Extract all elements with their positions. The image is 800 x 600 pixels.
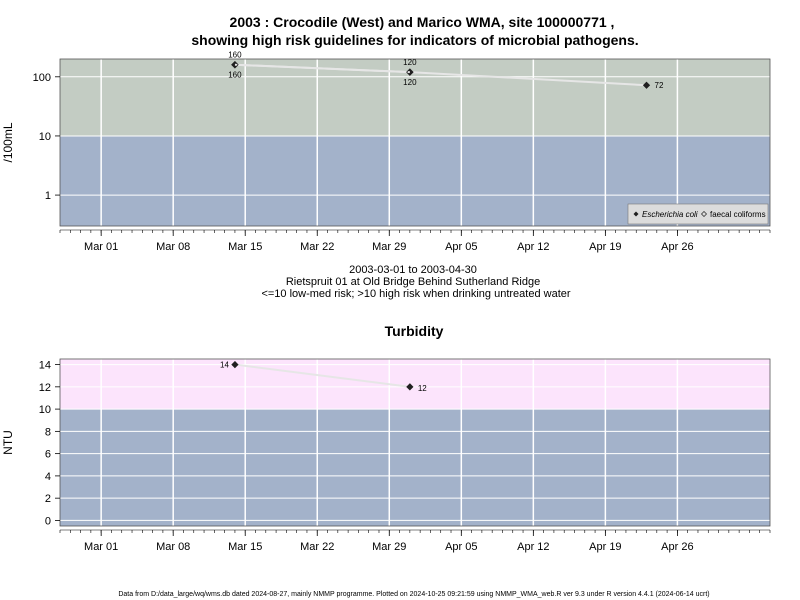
x-tick-label: Mar 29 [372,241,406,253]
legend-entry: faecal coliforms [710,210,766,219]
x-tick-label: Mar 29 [372,541,406,553]
main-title-line1: 2003 : Crocodile (West) and Marico WMA, … [230,14,615,30]
x-tick-label: Mar 15 [228,241,262,253]
turbidity-plot: 0 2 4 6 8 10 12 14 Mar 01 Mar 08 Mar 15 Mar 22 Mar 2… [1,358,771,553]
legend-marker-open [701,211,707,217]
x-tick-label: Apr 26 [661,241,693,253]
x-tick-label: Apr 12 [517,241,549,253]
x-tick-label: Apr 19 [589,241,621,253]
high-risk-region [60,59,770,136]
y-tick-label: 2 [45,493,51,505]
y-tick-label: 14 [39,360,51,372]
subtitle-site: Rietspruit 01 at Old Bridge Behind Suthe… [286,276,540,288]
y-axis-label: /100mL [1,122,15,162]
x-tick-label: Mar 22 [300,541,334,553]
y-tick-label: 6 [45,449,51,461]
low-risk-region [60,409,770,526]
data-label: 120 [403,58,417,67]
data-label: 160 [228,71,242,80]
x-tick-label: Mar 22 [300,241,334,253]
series-line [234,363,410,388]
legend-marker-filled [633,211,639,217]
data-point [406,68,414,76]
x-tick-label: Apr 05 [445,541,477,553]
x-tick-label: Apr 19 [589,541,621,553]
y-tick-label: 4 [45,471,51,483]
data-point [406,383,414,391]
x-tick-label: Mar 15 [228,541,262,553]
y-axis-label: NTU [1,430,15,455]
y-tick-label: 8 [45,426,51,438]
data-point [642,81,651,89]
x-tick-label: Mar 08 [156,241,190,253]
series-line [234,63,410,74]
legend-entry: Escherichia coli [642,210,698,219]
y-tick-label: 0 [45,515,51,527]
x-tick-label: Mar 08 [156,541,190,553]
y-tick-label: 10 [39,404,51,416]
x-tick-label: Mar 01 [84,241,118,253]
x-tick-label: Apr 26 [661,541,693,553]
microbial-plot: 1 10 100 Mar 01 Mar 08 Mar 15 Mar 22 Mar 29 Apr … [1,51,771,253]
data-label: 14 [220,361,229,370]
x-tick-label: Mar 01 [84,541,118,553]
main-title-line2: showing high risk guidelines for indicat… [191,32,638,48]
data-label: 72 [655,81,664,90]
turbidity-title: Turbidity [385,323,444,339]
y-tick-label: 1 [45,190,51,202]
plot-border [59,58,771,227]
plot-border [59,358,771,527]
footer-note: Data from D:/data_large/wq/wms.db dated … [118,591,709,598]
y-tick-label: 12 [39,382,51,394]
x-tick-label: Apr 12 [517,541,549,553]
subtitle-guideline: <=10 low-med risk; >10 high risk when dr… [261,288,570,300]
legend-box [627,203,769,225]
y-tick-label: 10 [39,131,51,143]
data-point [231,60,239,69]
legend: Escherichia coli faecal coliforms [627,203,769,225]
data-label: 120 [403,78,417,87]
data-label: 160 [228,51,242,60]
x-tick-label: Apr 05 [445,241,477,253]
data-label: 12 [418,384,427,393]
high-risk-region [60,359,770,410]
data-point [231,360,239,369]
y-tick-label: 100 [33,72,51,84]
subtitle-dates: 2003-03-01 to 2003-04-30 [349,264,477,276]
